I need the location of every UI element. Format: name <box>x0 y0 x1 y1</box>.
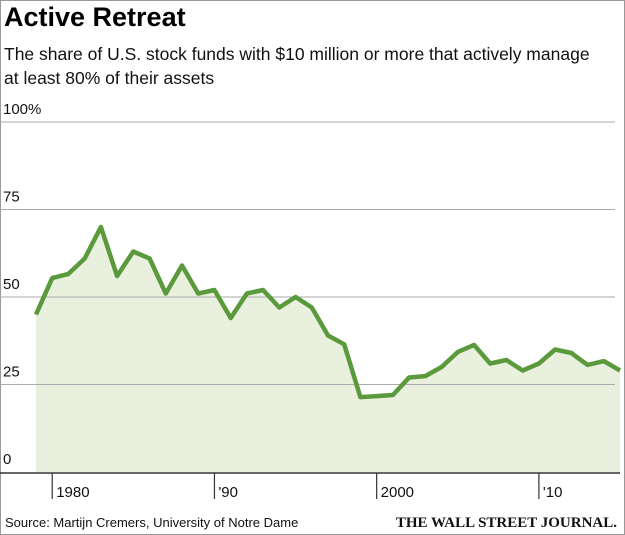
publisher: THE WALL STREET JOURNAL. <box>396 515 617 531</box>
y-tick-label: 0 <box>3 451 11 468</box>
area <box>36 227 620 472</box>
chart-title: Active Retreat <box>4 2 186 32</box>
x-tick-label: 2000 <box>381 484 414 501</box>
y-tick-label: 25 <box>3 364 20 381</box>
x-tick-label: '10 <box>543 484 563 501</box>
y-tick-label: 100% <box>3 101 41 118</box>
y-tick-label: 50 <box>3 276 20 293</box>
source: Source: Martijn Cremers, University of N… <box>5 515 298 530</box>
y-tick-label: 75 <box>3 189 20 206</box>
x-tick-label: '90 <box>218 484 238 501</box>
x-tick-label: 1980 <box>56 484 89 501</box>
line <box>33 224 622 400</box>
chart-subtitle: The share of U.S. stock funds with $10 m… <box>4 44 590 88</box>
